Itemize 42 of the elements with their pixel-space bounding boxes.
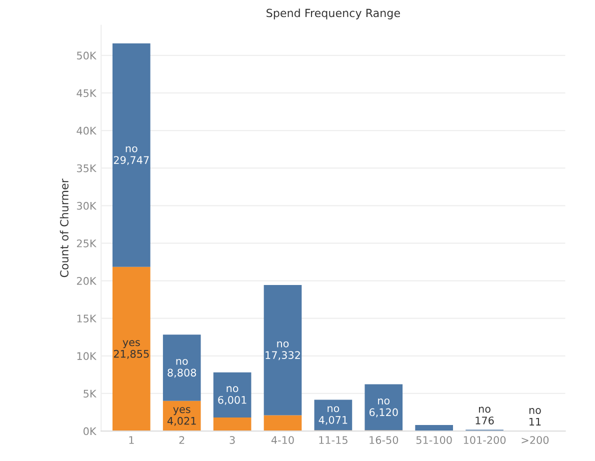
y-tick-label: 30K: [76, 202, 97, 210]
series-label: no: [328, 406, 340, 412]
y-tick-label: 50K: [77, 52, 97, 60]
data-label: 8,808: [168, 368, 196, 378]
text: no: [478, 406, 490, 413]
data-label: 6,120: [369, 408, 398, 418]
text: no: [277, 341, 289, 348]
data-label: 4,071: [318, 416, 348, 425]
x-tick-label: 3: [230, 436, 235, 444]
data-label: 176: [476, 416, 494, 424]
x-tick-label: >200: [522, 436, 549, 444]
x-tick-label: 1: [129, 436, 134, 444]
text: no: [378, 398, 390, 404]
y-tick-label: 40K: [76, 126, 97, 135]
y-tick-label: 45K: [76, 89, 97, 98]
y-tick-label: 15K: [77, 314, 97, 322]
data-label: 29,747: [114, 156, 149, 166]
x-tick-label: 2: [179, 436, 184, 444]
x-tick-label: 4-10: [271, 436, 294, 444]
y-tick-label: 0K: [84, 427, 97, 436]
text: no: [126, 146, 138, 152]
y-tick-label: 35K: [76, 164, 97, 172]
data-label: 6,001: [218, 396, 246, 405]
x-tick-label: 16-50: [370, 436, 398, 444]
data-label: 17,332: [266, 351, 300, 360]
data-label: 4,021: [167, 416, 196, 426]
x-tick-label: 101-200: [464, 436, 506, 444]
y-tick-label: 10K: [77, 352, 97, 360]
y-axis-title: Count of Churmer: [60, 178, 68, 278]
text: no: [529, 408, 541, 414]
series-label: yes: [173, 407, 190, 416]
text: yes: [122, 340, 140, 348]
chart-title: Spend Frequency Range: [266, 8, 400, 20]
x-tick-label: 51-100: [416, 436, 452, 444]
text: no: [176, 358, 188, 365]
y-tick-label: 25K: [76, 239, 97, 248]
data-label: 21,855: [114, 350, 149, 359]
y-tick-label: 5K: [84, 390, 97, 398]
x-tick-label: 11-15: [319, 436, 348, 444]
text: no: [226, 386, 238, 392]
data-label: 11: [530, 418, 541, 426]
y-tick-label: 20K: [76, 277, 97, 285]
